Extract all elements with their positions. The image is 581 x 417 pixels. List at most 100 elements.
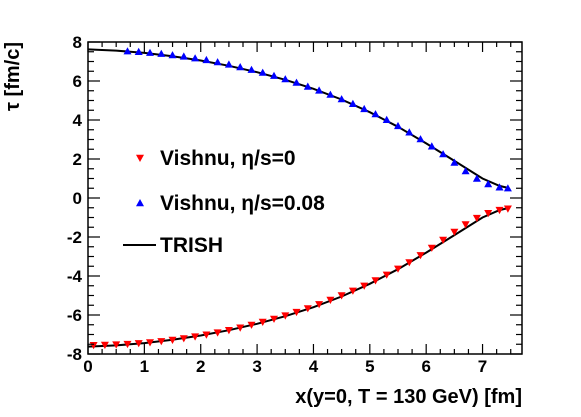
vishnu-viscous-point: [303, 82, 312, 90]
vishnu-viscous-point: [360, 104, 369, 113]
vishnu-ideal-point: [258, 318, 267, 326]
vishnu-ideal-point: [191, 333, 200, 341]
vishnu-viscous-point: [157, 49, 166, 57]
x-tick-label: 1: [140, 357, 149, 376]
legend-marker-viscous: [136, 199, 144, 207]
vishnu-viscous-point: [348, 99, 357, 107]
x-tick-label: 0: [83, 357, 92, 376]
vishnu-viscous-point: [191, 54, 200, 62]
vishnu-ideal-point: [315, 301, 324, 309]
vishnu-ideal-point: [123, 340, 132, 349]
vishnu-viscous-point: [236, 63, 245, 71]
vishnu-ideal-point: [281, 312, 290, 320]
data-marks: [87, 47, 512, 350]
legend-label: Vishnu, η/s=0: [160, 147, 296, 170]
vishnu-ideal-point: [224, 327, 233, 335]
vishnu-viscous-point: [292, 78, 301, 86]
vishnu-viscous-point: [439, 150, 448, 158]
vishnu-ideal-point: [303, 305, 312, 313]
vishnu-ideal-point: [326, 296, 335, 304]
vishnu-viscous-point: [484, 180, 493, 188]
vishnu-ideal-point: [292, 308, 301, 317]
y-tick-label: -8: [67, 345, 82, 364]
vishnu-ideal-point: [348, 287, 357, 295]
vishnu-viscous-point: [450, 158, 459, 166]
vishnu-ideal-point: [179, 335, 188, 343]
vishnu-ideal-point: [112, 341, 121, 349]
vishnu-ideal-point: [360, 282, 369, 290]
legend-label: Vishnu, η/s=0.08: [160, 192, 325, 215]
vishnu-viscous-point: [326, 90, 335, 98]
vishnu-viscous-point: [427, 142, 436, 150]
vishnu-viscous-point: [371, 110, 380, 118]
x-tick-label: 4: [309, 357, 319, 376]
vishnu-ideal-point: [416, 252, 425, 260]
vishnu-viscous-point: [213, 58, 222, 66]
vishnu-ideal-point: [472, 214, 481, 223]
vishnu-ideal-point: [134, 340, 143, 348]
vishnu-viscous-point: [394, 121, 402, 130]
vishnu-viscous-point: [472, 174, 481, 182]
y-tick-label: 4: [73, 111, 83, 130]
x-tick-label: 2: [196, 357, 205, 376]
y-tick-label: -2: [67, 228, 82, 247]
y-tick-label: -4: [67, 267, 83, 286]
vishnu-ideal-point: [157, 338, 166, 346]
vishnu-ideal-point: [382, 271, 391, 279]
vishnu-ideal-point: [495, 206, 504, 215]
vishnu-ideal-point: [394, 265, 402, 273]
vishnu-viscous-point: [503, 184, 512, 192]
vishnu-ideal-point: [450, 228, 459, 236]
vishnu-viscous-point: [224, 60, 233, 68]
vishnu-viscous-point: [382, 115, 391, 123]
vishnu-ideal-point: [503, 205, 512, 213]
vishnu-viscous-point: [134, 47, 143, 55]
vishnu-viscous-point: [168, 51, 177, 59]
vishnu-ideal-point: [405, 259, 414, 267]
vishnu-viscous-point: [270, 71, 278, 79]
vishnu-ideal-point: [236, 324, 245, 332]
vishnu-ideal-point: [100, 341, 109, 349]
vishnu-ideal-point: [168, 336, 177, 344]
y-tick-label: 6: [73, 72, 82, 91]
vishnu-ideal-point: [247, 321, 256, 329]
x-tick-label: 6: [421, 357, 430, 376]
x-axis-label: x(y=0, T = 130 GeV) [fm]: [295, 386, 522, 408]
y-axis-label: τ [fm/c]: [2, 42, 24, 111]
vishnu-ideal-point: [146, 339, 154, 347]
axes: 0 1 2 3 4 5 6 7 -8 -6 -4 -2 0 2 4 6 8: [67, 33, 522, 376]
y-tick-label: 2: [73, 150, 82, 169]
vishnu-viscous-point: [258, 68, 267, 76]
vishnu-ideal-point: [371, 277, 380, 285]
vishnu-viscous-point: [416, 135, 425, 143]
vishnu-ideal-point: [213, 329, 222, 337]
y-tick-label: 8: [73, 33, 82, 52]
legend: Vishnu, η/s=0 Vishnu, η/s=0.08 TRISH: [123, 147, 325, 257]
vishnu-viscous-point: [179, 52, 188, 60]
vishnu-ideal-point: [202, 331, 211, 339]
x-tick-label: 7: [478, 357, 487, 376]
legend-marker-ideal: [136, 154, 144, 162]
x-tick-label: 5: [365, 357, 374, 376]
vishnu-ideal-point: [337, 292, 346, 300]
vishnu-viscous-point: [146, 48, 154, 56]
vishnu-ideal-point: [461, 221, 470, 229]
y-tick-label: 0: [73, 189, 82, 208]
vishnu-viscous-point: [247, 65, 256, 73]
vishnu-viscous-point: [495, 183, 504, 191]
trish-line-upper: [87, 48, 509, 189]
vishnu-viscous-point: [202, 55, 211, 64]
vishnu-viscous-point: [461, 167, 470, 175]
vishnu-viscous-point: [281, 75, 290, 83]
vishnu-viscous-point: [337, 95, 346, 103]
vishnu-viscous-point: [405, 128, 414, 136]
vishnu-ideal-point: [439, 236, 448, 244]
legend-label: TRISH: [160, 234, 223, 257]
vishnu-viscous-point: [123, 47, 132, 55]
vishnu-ideal-point: [427, 244, 436, 252]
vishnu-ideal-point: [484, 210, 493, 218]
y-tick-label: -6: [67, 306, 82, 325]
vishnu-viscous-point: [315, 86, 324, 94]
trish-line-lower: [87, 207, 509, 348]
